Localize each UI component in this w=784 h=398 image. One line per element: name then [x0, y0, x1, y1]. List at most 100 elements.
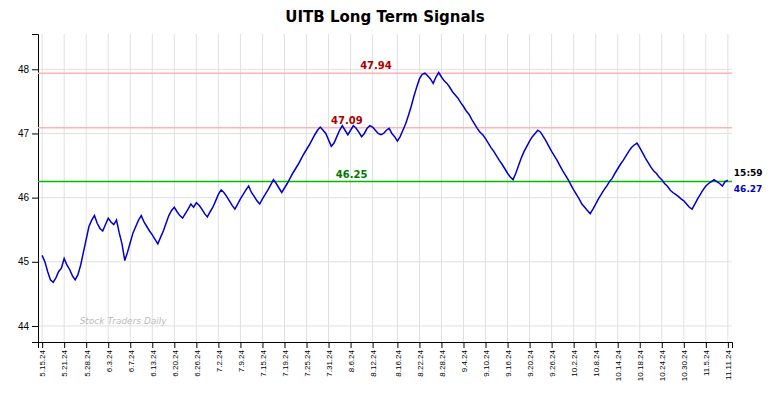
grid-line-x [262, 34, 263, 342]
x-tick-mark [130, 342, 131, 348]
grid-line-x [196, 34, 197, 342]
x-tick: 9.20.24 [526, 342, 535, 377]
x-tick-mark [64, 342, 65, 348]
x-tick-label: 7.19.24 [281, 349, 290, 376]
x-tick-label: 9.26.24 [548, 349, 557, 376]
grid-line-x [108, 34, 109, 342]
x-tick-label: 6.7.24 [127, 349, 136, 372]
x-tick-mark [196, 342, 197, 348]
chart-svg: 5.15.245.21.245.28.246.3.246.7.246.13.24… [0, 0, 784, 398]
x-tick-label: 5.15.24 [38, 349, 47, 376]
y-tick-label: 47 [18, 128, 30, 139]
x-tick: 5.28.24 [82, 342, 91, 377]
y-tick-mark [32, 326, 38, 327]
y-tick-mark [32, 133, 38, 134]
x-tick-mark [351, 342, 352, 348]
x-tick-mark [174, 342, 175, 348]
x-tick-mark [419, 342, 420, 348]
x-tick: 5.21.24 [60, 342, 69, 377]
grid-line-x [218, 34, 219, 342]
x-tick: 8.28.24 [438, 342, 447, 377]
grid-line-x [42, 34, 43, 342]
x-tick: 10.8.24 [592, 342, 601, 377]
x-tick: 7.19.24 [281, 342, 290, 377]
x-tick: 5.15.24 [38, 342, 47, 377]
x-tick: 6.7.24 [127, 342, 136, 372]
grid-line-x [463, 34, 464, 342]
x-tick-label: 6.3.24 [105, 349, 114, 372]
x-tick-label: 7.25.24 [303, 349, 312, 376]
x-tick: 8.12.24 [369, 342, 378, 377]
x-tick-mark [728, 342, 729, 348]
grid-line-x [64, 34, 65, 342]
grid-line-x [328, 34, 329, 342]
y-tick-label: 46 [18, 192, 30, 203]
grid-line-y [38, 133, 732, 134]
x-tick-mark [262, 342, 263, 348]
x-tick-mark [618, 342, 619, 348]
grid-line-x [130, 34, 131, 342]
annotations: 47.0947.9446.2515:5946.27Stock Traders D… [80, 60, 763, 325]
x-tick: 8.22.24 [416, 342, 425, 377]
x-tick-label: 10.8.24 [592, 349, 601, 376]
grid-line-x [507, 34, 508, 342]
x-tick: 9.26.24 [548, 342, 557, 377]
watermark: Stock Traders Daily [80, 316, 168, 326]
x-tick-label: 11.5.24 [702, 349, 711, 376]
reference-line [38, 127, 732, 129]
x-tick-mark [373, 342, 374, 348]
x-axis-line [39, 343, 733, 349]
x-tick-label: 10.30.24 [680, 349, 689, 381]
grid-line-x [350, 34, 351, 342]
grid-line-x [661, 34, 662, 342]
x-tick-mark [329, 342, 330, 348]
x-tick: 7.15.24 [259, 342, 268, 377]
x-tick-label: 8.6.24 [347, 349, 356, 372]
y-tick: 47 [18, 128, 38, 139]
x-tick-label: 7.2.24 [215, 349, 224, 372]
x-tick-mark [662, 342, 663, 348]
x-tick-label: 7.15.24 [259, 349, 268, 376]
x-tick: 10.18.24 [636, 342, 645, 381]
y-tick-label: 44 [18, 321, 30, 332]
x-tick: 10.2.24 [570, 342, 579, 377]
y-tick: 46 [18, 192, 38, 203]
x-tick-label: 7.31.24 [325, 349, 334, 376]
x-tick-mark [463, 342, 464, 348]
x-tick-label: 10.24.24 [658, 349, 667, 381]
y-tick-label: 45 [18, 256, 30, 267]
grid-line-x [240, 34, 241, 342]
x-tick: 8.16.24 [394, 342, 403, 377]
x-tick-mark [441, 342, 442, 348]
y-axis: 44 45 46 47 48 [18, 35, 39, 343]
x-tick-mark [508, 342, 509, 348]
x-tick-mark [152, 342, 153, 348]
x-tick-label: 6.26.24 [193, 349, 202, 376]
grid-line-x [551, 34, 552, 342]
x-tick: 9.10.24 [482, 342, 491, 377]
x-tick-label: 7.9.24 [237, 349, 246, 372]
x-tick-mark [706, 342, 707, 348]
grid-line-x [372, 34, 373, 342]
x-tick-mark [240, 342, 241, 348]
grid-line-y [38, 197, 732, 198]
marks [38, 73, 732, 283]
grid-line-x [617, 34, 618, 342]
x-tick: 11.5.24 [702, 342, 711, 376]
grid-line-x [683, 34, 684, 342]
y-tick-label: 48 [18, 64, 30, 75]
grid-line-x [152, 34, 153, 342]
x-tick-mark [307, 342, 308, 348]
x-axis: 5.15.245.21.245.28.246.3.246.7.246.13.24… [38, 342, 733, 381]
x-tick-mark [552, 342, 553, 348]
x-tick: 9.4.24 [460, 342, 469, 372]
x-tick: 6.20.24 [171, 342, 180, 377]
reference-line [38, 181, 732, 183]
x-tick-mark [486, 342, 487, 348]
reference-label: 47.94 [360, 60, 392, 71]
x-tick-mark [574, 342, 575, 348]
grid-line-x [306, 34, 307, 342]
x-tick-label: 8.12.24 [369, 349, 378, 376]
y-tick-mark [32, 262, 38, 263]
x-tick-label: 5.21.24 [60, 349, 69, 376]
